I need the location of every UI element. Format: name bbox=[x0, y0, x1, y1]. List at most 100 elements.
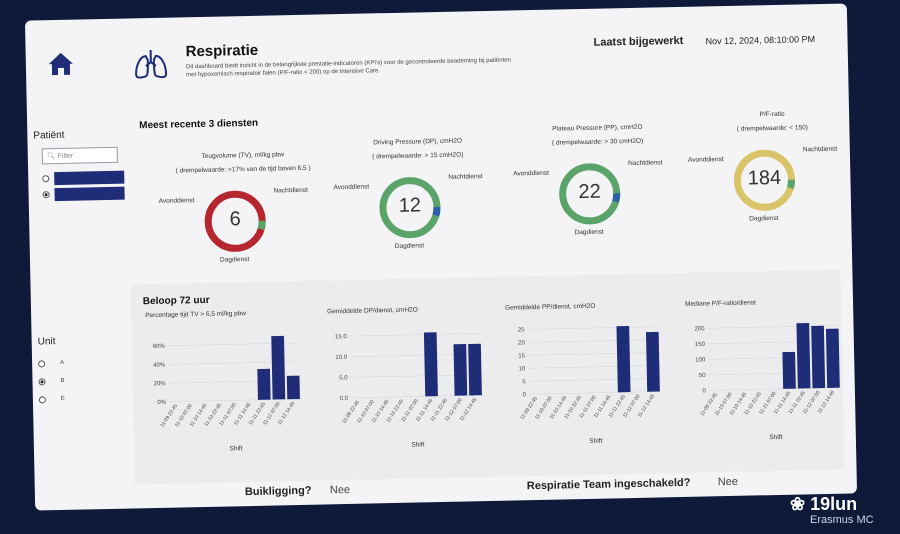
y-tick-label: 0 bbox=[523, 392, 527, 398]
kpi-title: Driving Pressure (DP), cmH2O bbox=[373, 137, 463, 147]
unit-option-e[interactable]: E bbox=[38, 393, 89, 408]
x-axis-label: Shift bbox=[411, 441, 424, 448]
kpi-threshold: ( drempelwaarde: > 30 cmH2O) bbox=[551, 137, 644, 147]
patient-option[interactable] bbox=[42, 186, 128, 203]
label-nachtdienst: Nachtdienst bbox=[628, 159, 663, 168]
watermark-logo: ❀ 19lun bbox=[790, 494, 858, 514]
y-tick-label: 5 bbox=[522, 379, 526, 385]
y-tick-label: 15.0 bbox=[335, 334, 347, 340]
donut-segment bbox=[733, 149, 795, 211]
bar bbox=[796, 322, 811, 389]
unit-radio-selected[interactable] bbox=[38, 378, 46, 386]
gridline bbox=[528, 391, 661, 395]
bar-chart: Percentage tijd TV > 6,5 ml/kg pbw 0% 20% 4… bbox=[145, 309, 317, 482]
kpi-card: Plateau Pressure (PP), cmH2O ( drempelwaa… bbox=[512, 123, 685, 277]
kpi-section-title: Meest recente 3 diensten bbox=[139, 117, 259, 132]
gridline bbox=[527, 339, 660, 343]
bar bbox=[423, 332, 438, 397]
gridline bbox=[528, 352, 661, 356]
gridline bbox=[528, 365, 661, 369]
label-dagdienst: Dagdienst bbox=[394, 242, 425, 250]
sidebar: Patiënt 🔍︎ Filter Unit A B E bbox=[33, 117, 125, 509]
y-tick-label: 100 bbox=[695, 357, 706, 363]
chart-title: Percentage tijd TV > 6,5 ml/kg pbw bbox=[145, 310, 247, 320]
donut-segment bbox=[379, 177, 441, 239]
patient-name-redacted bbox=[54, 170, 125, 186]
y-tick-label: 0 bbox=[702, 388, 706, 394]
unit-option-a[interactable]: A bbox=[38, 357, 88, 372]
patient-filter-input[interactable]: 🔍︎ Filter bbox=[41, 146, 118, 165]
y-tick-label: 10.0 bbox=[335, 355, 347, 361]
label-avonddienst: Avonddienst bbox=[687, 156, 724, 164]
label-avonddienst: Avonddienst bbox=[333, 183, 370, 192]
kpi-value: 184 bbox=[747, 166, 782, 190]
unit-radio[interactable] bbox=[38, 360, 46, 368]
unit-radio[interactable] bbox=[38, 396, 46, 404]
lungs-icon bbox=[135, 50, 168, 79]
kpi-card: P/F-ratio ( drempelwaarde: < 150) 184 Avond… bbox=[687, 109, 857, 263]
bar bbox=[645, 331, 660, 392]
unit-option-label: B bbox=[60, 377, 65, 384]
header: Respiratie Dit dashboard biedt inzicht i… bbox=[25, 3, 848, 84]
resp-team-question: Respiratie Team ingeschakeld? bbox=[526, 476, 691, 493]
kpi-donut bbox=[559, 163, 621, 225]
bar-chart: Gemiddelde DP/dienst, cmH2O 0.0 5.0 10.0 15.… bbox=[327, 305, 499, 478]
kpi-donut bbox=[204, 190, 266, 252]
label-avonddienst: Avonddienst bbox=[513, 169, 550, 178]
kpi-threshold: ( drempelwaarde: >17% van de tijd boven … bbox=[175, 164, 311, 175]
kpi-value: 6 bbox=[229, 208, 241, 231]
kpi-title: P/F-ratio bbox=[759, 110, 785, 119]
bar bbox=[468, 343, 482, 396]
kpi-card: Teugvolume (TV), ml/kg pbw ( drempelwaard… bbox=[158, 150, 331, 304]
bar bbox=[782, 351, 796, 389]
bar bbox=[616, 325, 631, 393]
patient-label: Patiënt bbox=[33, 129, 65, 142]
chart-title: Mediane P/F-ratio/dienst bbox=[684, 299, 756, 308]
last-updated-value: Nov 12, 2024, 08:10:00 PM bbox=[705, 34, 816, 47]
y-tick-label: 200 bbox=[694, 326, 705, 332]
patient-radio[interactable] bbox=[42, 175, 50, 183]
gridline bbox=[527, 326, 660, 330]
y-tick-label: 40% bbox=[153, 362, 166, 368]
gridline bbox=[707, 325, 840, 329]
chart-title: Gemiddelde DP/dienst, cmH2O bbox=[327, 306, 418, 316]
label-nachtdienst: Nachtdienst bbox=[273, 186, 308, 195]
y-tick-label: 5.0 bbox=[339, 375, 348, 381]
bar-chart: Gemiddelde PP/dienst, cmH2O 0 5 10 15 20 25 11-… bbox=[505, 301, 677, 474]
trend-panel: Beloop 72 uur Percentage tijd TV > 6,5 m… bbox=[130, 269, 845, 485]
y-tick-label: 10 bbox=[519, 366, 526, 372]
last-updated-label: Laatst bijgewerkt bbox=[593, 34, 684, 49]
y-tick-label: 25 bbox=[518, 327, 525, 333]
home-icon[interactable] bbox=[48, 52, 74, 77]
kpi-card: Driving Pressure (DP), cmH2O ( drempelwaa… bbox=[333, 137, 506, 291]
kpi-threshold: ( drempelwaarde: > 15 cmH2O) bbox=[372, 151, 464, 161]
kpi-panel: Meest recente 3 diensten Teugvolume (TV)… bbox=[127, 100, 840, 285]
patient-option[interactable] bbox=[42, 170, 128, 187]
patient-radio-selected[interactable] bbox=[42, 191, 50, 199]
unit-option-label: E bbox=[60, 395, 65, 402]
kpi-value: 12 bbox=[398, 194, 422, 217]
y-tick-label: 50 bbox=[699, 373, 706, 379]
bar bbox=[286, 375, 300, 400]
label-dagdienst: Dagdienst bbox=[219, 256, 250, 264]
gridline bbox=[528, 378, 661, 382]
kpi-threshold: ( drempelwaarde: < 150) bbox=[736, 124, 808, 133]
x-axis-label: Shift bbox=[589, 438, 602, 445]
filter-placeholder: Filter bbox=[57, 152, 74, 161]
dashboard-screen: Respiratie Dit dashboard biedt inzicht i… bbox=[24, 3, 858, 511]
y-tick-label: 20 bbox=[518, 340, 525, 346]
label-dagdienst: Dagdienst bbox=[749, 214, 779, 223]
gridline bbox=[349, 333, 482, 337]
unit-option-label: A bbox=[60, 359, 65, 366]
label-dagdienst: Dagdienst bbox=[574, 228, 604, 237]
label-nachtdienst: Nachtdienst bbox=[448, 173, 483, 181]
page-description: Dit dashboard biedt inzicht in de belang… bbox=[185, 57, 511, 79]
prone-answer: Nee bbox=[329, 483, 351, 497]
chart-title: Gemiddelde PP/dienst, cmH2O bbox=[505, 302, 596, 312]
bar bbox=[257, 368, 271, 400]
unit-option-b[interactable]: B bbox=[38, 375, 88, 390]
bar bbox=[453, 344, 468, 396]
